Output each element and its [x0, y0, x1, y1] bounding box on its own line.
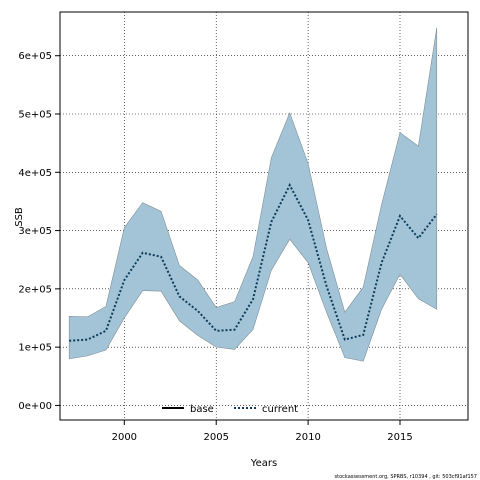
- y-tick-label: 4e+05: [18, 168, 52, 179]
- plot-frame: [59, 11, 469, 421]
- y-axis-title: SSB: [14, 207, 25, 227]
- confidence-band-layer: [68, 27, 438, 362]
- series-line-current: [69, 182, 438, 342]
- y-tick-label: 6e+05: [18, 51, 52, 62]
- confidence-band: [68, 27, 438, 362]
- series-lines-layer: [69, 182, 438, 342]
- x-tick-label: 2015: [387, 432, 412, 443]
- x-tick-label: 2005: [203, 432, 228, 443]
- footer-credit: stockassessment.org, SPRBS, r10394 , git…: [335, 474, 477, 480]
- x-tick-label: 2000: [112, 432, 137, 443]
- x-tick-label: 2010: [295, 432, 320, 443]
- y-tick-label: 5e+05: [18, 110, 52, 121]
- y-tick-label: 0e+00: [18, 401, 52, 412]
- legend-label-current: current: [262, 404, 298, 415]
- legend-label-base: base: [190, 404, 214, 415]
- y-tick-label: 3e+05: [18, 226, 52, 237]
- legend: base current: [162, 404, 298, 415]
- axes-layer: 2000 2005 2010 2015 0e+00 1e+05 2e+05 3e+05 4e+0…: [18, 51, 412, 443]
- y-tick-label: 2e+05: [18, 284, 52, 295]
- y-tick-label: 1e+05: [18, 343, 52, 354]
- x-axis-title: Years: [250, 458, 277, 469]
